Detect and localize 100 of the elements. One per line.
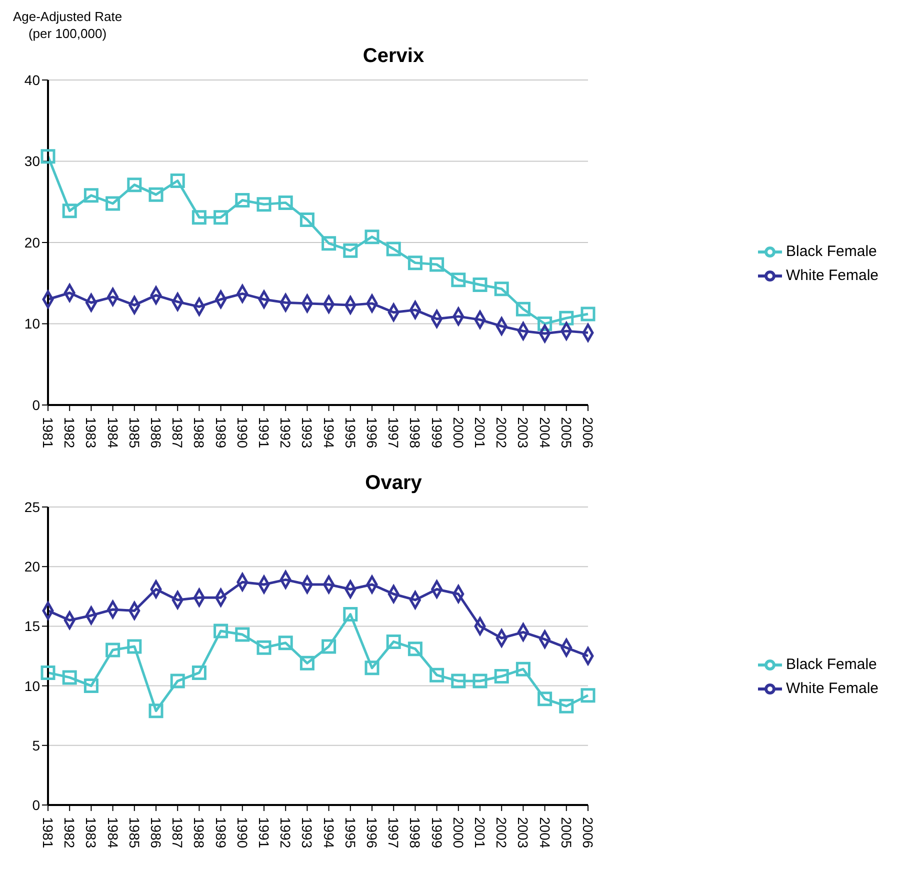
legend-label: White Female: [786, 266, 879, 284]
x-tick-label: 1985: [126, 817, 142, 848]
point: [322, 639, 336, 654]
x-tick-label: 1994: [320, 817, 337, 848]
x-tick-label: 1986: [148, 417, 164, 448]
legend-label: Black Female: [786, 242, 877, 260]
point: [343, 607, 358, 622]
point: [300, 212, 314, 227]
x-tick-label: 1997: [386, 417, 402, 448]
x-tick-label: 2004: [536, 417, 553, 448]
x-tick-label: 2001: [472, 417, 488, 448]
x-tick-label: 2005: [558, 817, 574, 848]
point: [408, 642, 422, 656]
point: [148, 704, 164, 718]
point: [278, 195, 293, 210]
point: [494, 669, 509, 684]
point: [170, 674, 185, 688]
x-tick-label: 2005: [558, 417, 574, 448]
x-tick-label: 2004: [536, 817, 553, 848]
point: [580, 306, 596, 322]
x-tick-label: 1993: [299, 417, 316, 448]
point: [127, 639, 142, 654]
point: [256, 640, 272, 655]
x-tick-label: 1987: [170, 817, 186, 848]
x-tick-label: 1984: [104, 417, 121, 448]
x-tick-label: 1991: [256, 417, 272, 448]
x-tick-label: 1998: [407, 817, 424, 848]
x-tick-label: 1990: [234, 817, 250, 848]
point: [214, 210, 228, 225]
point: [300, 656, 314, 670]
point: [580, 688, 596, 703]
x-tick-label: 1999: [428, 417, 445, 448]
point: [472, 674, 488, 688]
y-tick-label: 30: [24, 153, 40, 170]
y-axis-title: Age-Adjusted Rate (per 100,000): [12, 8, 124, 42]
x-tick-label: 1990: [234, 417, 250, 448]
y-tick-label: 25: [24, 498, 40, 515]
x-tick-label: 1993: [299, 817, 316, 848]
point: [322, 236, 336, 251]
point: [364, 660, 380, 676]
x-tick-label: 2003: [515, 417, 532, 448]
point: [559, 310, 574, 326]
point: [148, 187, 164, 202]
x-tick-label: 2000: [450, 817, 466, 848]
point: [516, 662, 530, 676]
x-tick-label: 1981: [40, 417, 56, 448]
x-tick-label: 1987: [170, 417, 186, 448]
point: [430, 257, 444, 272]
legend-label: Black Female: [786, 656, 877, 673]
x-tick-label: 1982: [62, 417, 78, 448]
x-tick-label: 2006: [580, 817, 596, 848]
y-tick-label: 15: [24, 618, 40, 634]
x-tick-label: 1989: [212, 817, 229, 848]
chart-title: Cervix: [362, 45, 426, 68]
x-tick-label: 2006: [580, 417, 596, 448]
x-tick-label: 2002: [494, 417, 510, 448]
x-tick-label: 1991: [256, 817, 272, 848]
x-tick-label: 1997: [386, 817, 402, 848]
x-tick-label: 2003: [515, 817, 532, 848]
x-tick-label: 2000: [450, 417, 466, 448]
chart-title: Ovary: [364, 472, 423, 495]
x-tick-label: 1985: [126, 417, 142, 448]
x-tick-label: 1995: [342, 817, 358, 848]
point: [364, 230, 380, 244]
point: [538, 692, 552, 706]
point: [127, 178, 142, 192]
x-tick-label: 1984: [104, 817, 121, 848]
point: [192, 210, 206, 225]
x-tick-label: 1988: [191, 817, 208, 848]
point: [214, 624, 228, 638]
legend-label: White Female: [786, 680, 879, 697]
point: [106, 642, 120, 658]
x-tick-label: 1981: [40, 817, 56, 848]
point: [343, 243, 358, 258]
point: [386, 634, 401, 649]
point: [516, 302, 530, 316]
point: [430, 668, 444, 682]
point: [386, 242, 401, 256]
x-tick-label: 1994: [320, 417, 337, 448]
y-tick-label: 10: [24, 678, 40, 694]
x-tick-label: 1982: [62, 817, 78, 848]
y-tick-label: 20: [24, 558, 40, 575]
point: [40, 149, 56, 164]
point: [40, 665, 56, 680]
point: [84, 188, 98, 203]
point: [559, 698, 574, 714]
point: [278, 636, 293, 650]
point: [472, 278, 488, 292]
x-tick-label: 1999: [428, 817, 445, 848]
x-tick-label: 1992: [278, 817, 294, 848]
y-tick-label: 20: [24, 234, 40, 250]
point: [62, 204, 77, 218]
x-tick-label: 2002: [494, 817, 510, 848]
x-tick-label: 1983: [83, 817, 100, 848]
x-tick-label: 1996: [364, 417, 380, 448]
x-tick-label: 1983: [83, 417, 100, 448]
point: [235, 627, 250, 642]
y-tick-label: 10: [24, 316, 40, 332]
y-tick-label: 0: [32, 796, 40, 813]
point: [451, 674, 466, 688]
